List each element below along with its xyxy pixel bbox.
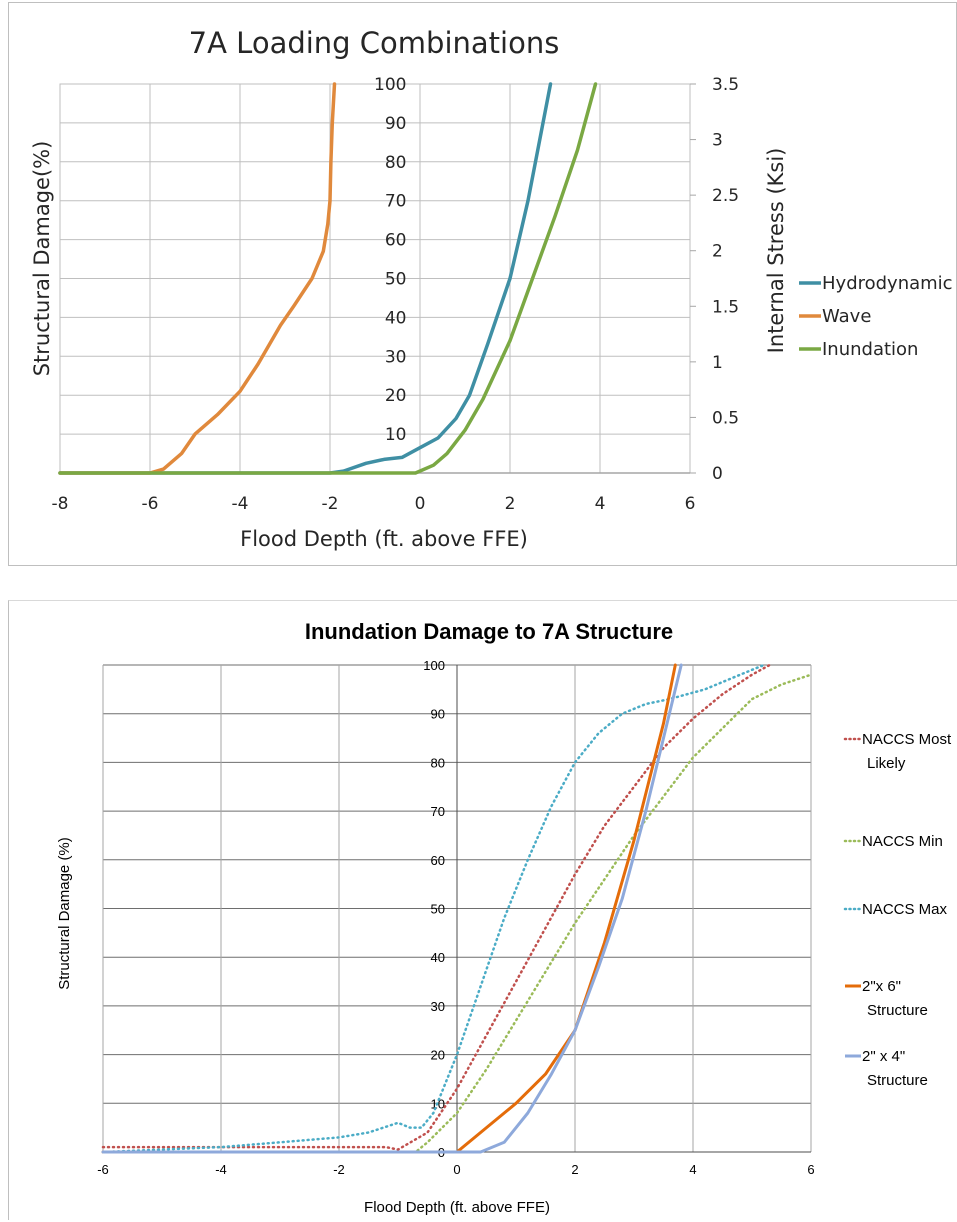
- chart-title: 7A Loading Combinations: [189, 26, 560, 60]
- y2-tick-label: 2.5: [712, 186, 739, 206]
- y-tick-label: 10: [385, 425, 407, 445]
- series-line-2: [101, 663, 766, 1154]
- x-tick-label: -6: [142, 494, 159, 514]
- legend-label: Wave: [822, 306, 871, 327]
- y-tick-label: 30: [431, 999, 445, 1014]
- y2-tick-label: 1.5: [712, 297, 739, 317]
- chart-loading-combinations: 7A Loading Combinations-8 -6 -4 -2 0 2 4 610090…: [30, 26, 953, 551]
- x-tick-label: -6: [97, 1162, 109, 1177]
- x-tick-label: 4: [689, 1162, 696, 1177]
- series-line-0: [101, 663, 771, 1151]
- series-line-3: [101, 663, 677, 1154]
- y-tick-label: 90: [385, 114, 407, 134]
- x-tick-label: 4: [595, 494, 606, 514]
- series-line-wave: [58, 82, 337, 475]
- x-axis-label: Flood Depth (ft. above FFE): [240, 527, 528, 551]
- series-line-4: [101, 663, 683, 1154]
- y-axis-label: Structural Damage (%): [56, 837, 73, 990]
- series-line-inundation: [58, 82, 598, 475]
- y-tick-label: 80: [385, 153, 407, 173]
- y-tick-label: 50: [385, 270, 407, 290]
- y2-tick-label: 2: [712, 242, 723, 262]
- series-line-1: [101, 673, 813, 1154]
- y2-tick-label: 3: [712, 131, 723, 151]
- chart-title: Inundation Damage to 7A Structure: [305, 619, 673, 644]
- x-tick-label: 0: [415, 494, 426, 514]
- chart-panel-inundation-damage: Inundation Damage to 7A Structure -6 -4 -2 0…: [8, 600, 957, 1220]
- x-axis-label: Flood Depth (ft. above FFE): [364, 1199, 550, 1216]
- chart-inundation-damage: Inundation Damage to 7A Structure -6 -4 -2 0…: [56, 619, 952, 1216]
- x-tick-label: -8: [52, 494, 69, 514]
- y-tick-label: 40: [385, 308, 407, 328]
- x-tick-label: 2: [505, 494, 516, 514]
- y-axis-label: Structural Damage(%): [30, 141, 54, 377]
- x-tick-label: 6: [685, 494, 696, 514]
- series-line-hydrodynamic: [58, 82, 553, 475]
- chart-panel-loading-combinations: 7A Loading Combinations -8 -6 -4 -2 0 2 4 6 100 90…: [8, 2, 957, 566]
- legend-label: NACCS Max: [862, 901, 948, 918]
- x-tick-label: 2: [571, 1162, 578, 1177]
- y-tick-label: 60: [385, 231, 407, 251]
- y2-axis-label: Internal Stress (Ksi): [764, 148, 788, 354]
- x-tick-label: 6: [807, 1162, 814, 1177]
- legend-label: 2" x 4" Structure: [862, 1048, 928, 1089]
- legend-label: NACCS Min: [862, 833, 943, 850]
- y-tick-label: 60: [431, 853, 445, 868]
- y-tick-label: 20: [385, 386, 407, 406]
- y-tick-label: 70: [385, 192, 407, 212]
- y-tick-label: 100: [423, 658, 445, 673]
- y2-tick-label: 1: [712, 353, 723, 373]
- y-tick-label: 30: [385, 347, 407, 367]
- y2-tick-label: 0.5: [712, 408, 739, 428]
- x-tick-label: -2: [322, 494, 339, 514]
- legend-label: 2"x 6" Structure: [862, 978, 928, 1019]
- y-tick-label: 90: [431, 707, 445, 722]
- legend-label: Inundation: [822, 339, 918, 360]
- legend-label: Hydrodynamic: [822, 273, 953, 294]
- x-tick-label: 0: [453, 1162, 460, 1177]
- y-tick-label: 20: [431, 1048, 445, 1063]
- y2-tick-label: 0: [712, 464, 723, 484]
- y-tick-label: 70: [431, 804, 445, 819]
- legend-label: NACCS Most Likely: [862, 731, 952, 772]
- x-tick-label: -2: [333, 1162, 345, 1177]
- y-tick-label: 50: [431, 902, 445, 917]
- x-tick-label: -4: [232, 494, 249, 514]
- y-tick-label: 100: [374, 75, 406, 95]
- y2-tick-label: 3.5: [712, 75, 739, 95]
- y-tick-label: 80: [431, 755, 445, 770]
- y-tick-label: 40: [431, 950, 445, 965]
- x-tick-label: -4: [215, 1162, 227, 1177]
